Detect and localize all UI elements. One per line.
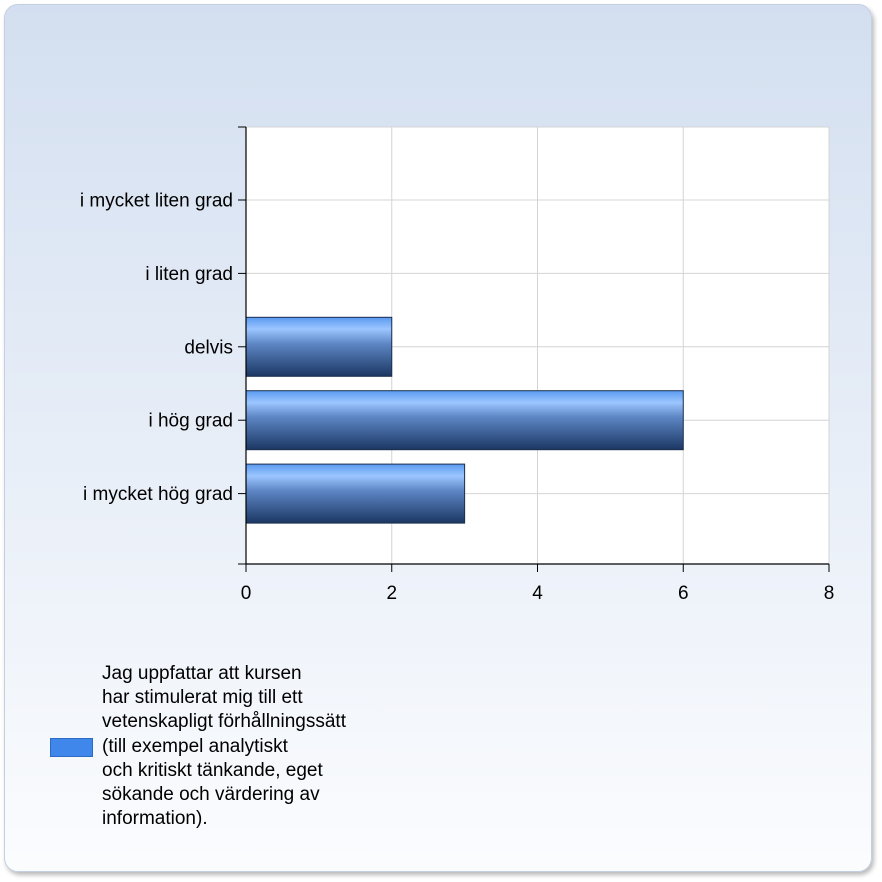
bar-2 [245,316,393,377]
category-labels: i mycket liten grad i liten grad delvis i h… [80,191,233,506]
x-tick-label-0: 0 [241,583,252,604]
bar-4 [245,463,466,524]
category-label-4: i mycket hög grad [83,484,233,505]
x-tick-label-4: 8 [824,583,835,604]
category-label-1: i liten grad [145,264,233,285]
x-tick-label-2: 4 [532,583,543,604]
category-label-2: delvis [184,337,233,358]
x-tick-label-3: 6 [678,583,689,604]
category-label-3: i hög grad [148,411,233,432]
legend-label: Jag uppfattar att kursen har stimulerat … [102,663,346,830]
x-tick-labels: 0 2 4 6 8 [241,583,835,604]
category-label-0: i mycket liten grad [80,191,233,212]
bars [245,316,684,524]
legend-swatch [50,738,93,757]
bar-3 [245,390,684,451]
x-tick-label-1: 2 [386,583,397,604]
axes [238,126,830,572]
